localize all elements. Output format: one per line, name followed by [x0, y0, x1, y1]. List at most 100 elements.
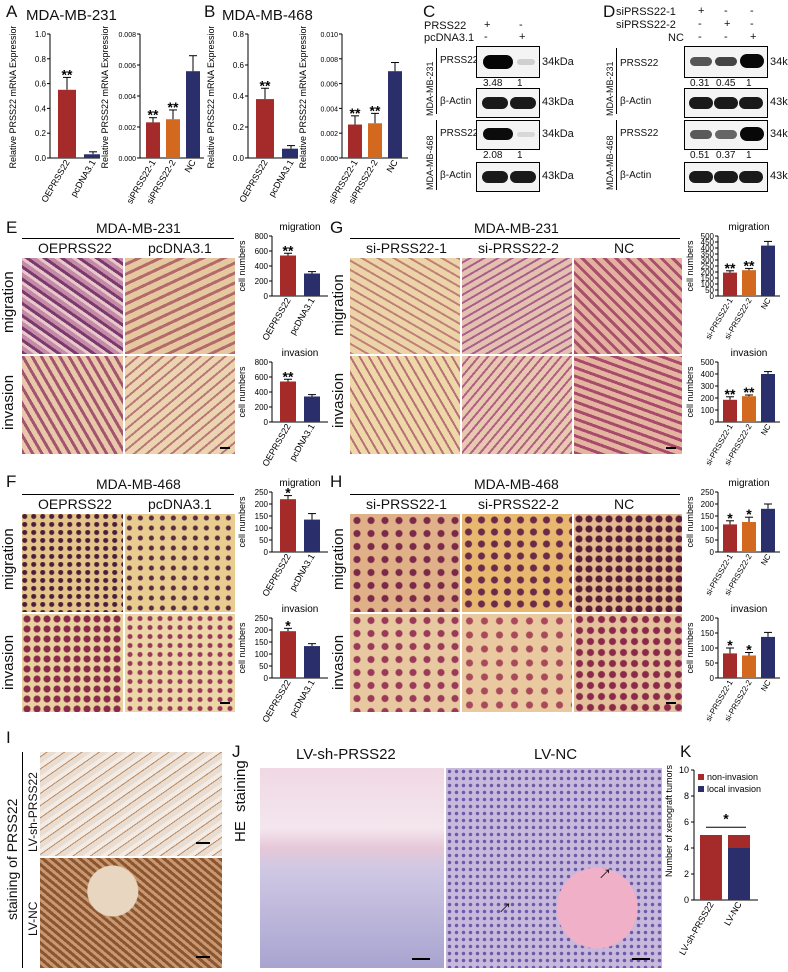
- c-cell2: MDA-MB-468: [425, 135, 435, 190]
- f-title: MDA-MB-468: [96, 476, 181, 492]
- d-q1-1: 0.31: [690, 78, 710, 89]
- category-label: OEPRSS22: [237, 158, 269, 204]
- d-blot-actin-231: [684, 88, 768, 118]
- d-actin-2: β-Actin: [620, 170, 652, 181]
- g-micro-2: [462, 258, 572, 354]
- e-row1: migration: [0, 271, 17, 333]
- h-col1: si-PRSS22-1: [366, 496, 447, 512]
- category-label: OEPRSS22: [260, 678, 292, 724]
- chart-k: 0 2 4 6 8 10 Number of xenograft tumors non-inv…: [664, 764, 761, 956]
- d-row2-label: siPRSS22-2: [616, 19, 676, 31]
- bar: [186, 71, 200, 158]
- e-micro-4: [125, 356, 235, 454]
- y-axis-label: cell numbers: [237, 622, 247, 674]
- y-tick-label: 0: [710, 292, 715, 301]
- c-blot-actin-231: [476, 88, 540, 118]
- y-tick-label: 0.004: [320, 106, 338, 113]
- h-micro-6: [574, 614, 682, 712]
- h-row2: invasion: [330, 634, 347, 690]
- h-col2: si-PRSS22-2: [478, 496, 559, 512]
- y-tick-label: 400: [701, 244, 715, 253]
- y-tick-label: 200: [701, 500, 715, 509]
- d-cell1: MDA-MB-231: [605, 61, 615, 116]
- category-label: NC: [183, 158, 198, 175]
- y-tick-label: 0: [264, 418, 269, 427]
- y-tick-label: 0.002: [118, 125, 136, 132]
- y-tick-label: 400: [701, 370, 715, 379]
- d-q2-2: 0.37: [716, 150, 736, 161]
- bar: [723, 272, 737, 296]
- g-col3: NC: [614, 240, 635, 256]
- g-col1: si-PRSS22-1: [366, 240, 447, 256]
- y-tick-label: 4: [684, 843, 689, 853]
- y-tick-label: 0.004: [118, 94, 136, 101]
- bar-non-invasion: [700, 835, 722, 900]
- panel-letter-d: D: [603, 2, 616, 21]
- significance: **: [62, 66, 73, 82]
- g-micro-4: [350, 356, 460, 454]
- y-tick-label: 200: [255, 626, 269, 635]
- d-prss-2: PRSS22: [620, 128, 659, 139]
- y-tick-label: 150: [701, 274, 715, 283]
- chart-a1: 0.0 0.2 0.4 0.6 0.8 1.0 Relative PRSS22 mRNA E…: [8, 26, 100, 204]
- d-q2-1: 0.51: [690, 150, 710, 161]
- y-axis-label: cell numbers: [237, 240, 247, 292]
- c-row2-sign1: -: [484, 31, 488, 43]
- chart-b2: 0.000 0.002 0.004 0.006 0.008 0.010 Relative P…: [298, 26, 408, 205]
- bar: [761, 374, 775, 422]
- y-axis-label: Number of xenograft tumors: [664, 764, 674, 877]
- c-blot-prss-231: [476, 46, 540, 78]
- f-scalebar: [220, 702, 230, 704]
- significance: **: [350, 105, 361, 121]
- bar: [304, 273, 320, 296]
- f-micro-2: [125, 514, 235, 612]
- c-q2-1: 2.08: [483, 150, 503, 161]
- y-axis-label: cell numbers: [237, 496, 247, 548]
- d-q1-3: 1: [746, 78, 752, 89]
- c-prss-2: PRSS22: [440, 128, 479, 139]
- y-tick-label: 800: [255, 358, 269, 367]
- y-tick-label: 300: [701, 382, 715, 391]
- i-ihc-2: [40, 858, 222, 968]
- y-tick-label: 200: [255, 500, 269, 509]
- y-tick-label: 250: [255, 614, 269, 623]
- significance: *: [723, 810, 729, 826]
- significance: **: [260, 77, 271, 93]
- y-tick-label: 0.8: [233, 30, 245, 39]
- y-tick-label: 150: [701, 629, 715, 638]
- panel-letter-f: F: [6, 472, 17, 491]
- y-tick-label: 100: [701, 280, 715, 289]
- d-prss-1: PRSS22: [620, 58, 659, 69]
- chart-title: migration: [279, 222, 320, 233]
- panel-letter-b: B: [204, 2, 216, 21]
- y-tick-label: 100: [701, 406, 715, 415]
- chart-title: migration: [728, 478, 769, 489]
- h-micro-3: [574, 514, 682, 612]
- y-tick-label: 0.000: [320, 156, 338, 163]
- y-tick-label: 200: [701, 614, 715, 623]
- y-tick-label: 100: [255, 650, 269, 659]
- y-tick-label: 800: [255, 232, 269, 241]
- y-tick-label: 0: [264, 548, 269, 557]
- c-q1-2: 1: [517, 78, 523, 89]
- y-tick-label: 10: [679, 765, 689, 775]
- e-micro-1: [22, 258, 123, 354]
- g-row2: invasion: [330, 372, 347, 428]
- legend-swatch-noninvasion: [698, 774, 704, 780]
- d-row2-s3: -: [750, 18, 754, 30]
- y-axis-label: cell numbers: [685, 240, 695, 292]
- c-q1-1: 3.48: [483, 78, 503, 89]
- panel-letter-i: I: [6, 728, 11, 747]
- panel-letter-e: E: [6, 218, 18, 237]
- bar: [304, 519, 320, 552]
- d-blot-prss-231: [684, 46, 768, 78]
- j-he-2: [446, 768, 662, 968]
- y-tick-label: 8: [684, 791, 689, 801]
- j-side-staining: staining: [232, 760, 249, 812]
- y-tick-label: 0.008: [118, 32, 136, 39]
- i-bottom-label: LV-NC: [26, 901, 40, 936]
- j-right-title: LV-NC: [534, 746, 578, 763]
- e-row2: invasion: [0, 374, 17, 430]
